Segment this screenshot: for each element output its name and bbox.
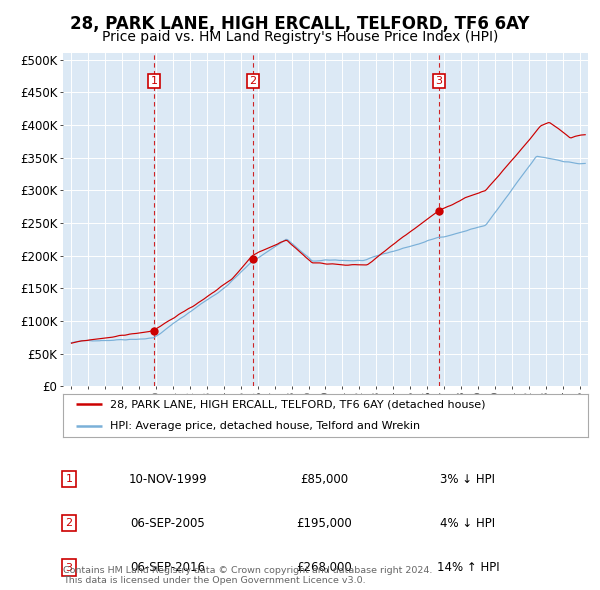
Text: 4% ↓ HPI: 4% ↓ HPI (440, 517, 496, 530)
Text: HPI: Average price, detached house, Telford and Wrekin: HPI: Average price, detached house, Telf… (110, 421, 421, 431)
Text: 2: 2 (65, 519, 73, 528)
Text: 1: 1 (65, 474, 73, 484)
Text: 2: 2 (249, 76, 256, 86)
Text: £195,000: £195,000 (296, 517, 352, 530)
Text: £268,000: £268,000 (296, 561, 352, 574)
Text: 28, PARK LANE, HIGH ERCALL, TELFORD, TF6 6AY (detached house): 28, PARK LANE, HIGH ERCALL, TELFORD, TF6… (110, 399, 486, 409)
Text: Price paid vs. HM Land Registry's House Price Index (HPI): Price paid vs. HM Land Registry's House … (102, 30, 498, 44)
Text: £85,000: £85,000 (300, 473, 348, 486)
Text: 3% ↓ HPI: 3% ↓ HPI (440, 473, 496, 486)
Text: 1: 1 (151, 76, 158, 86)
Text: 06-SEP-2005: 06-SEP-2005 (131, 517, 205, 530)
Text: 06-SEP-2016: 06-SEP-2016 (131, 561, 206, 574)
Text: 3: 3 (436, 76, 443, 86)
Text: 28, PARK LANE, HIGH ERCALL, TELFORD, TF6 6AY: 28, PARK LANE, HIGH ERCALL, TELFORD, TF6… (70, 15, 530, 34)
Text: 14% ↑ HPI: 14% ↑ HPI (437, 561, 499, 574)
Text: 3: 3 (65, 563, 73, 572)
Text: 10-NOV-1999: 10-NOV-1999 (128, 473, 208, 486)
Text: Contains HM Land Registry data © Crown copyright and database right 2024.
This d: Contains HM Land Registry data © Crown c… (63, 566, 433, 585)
